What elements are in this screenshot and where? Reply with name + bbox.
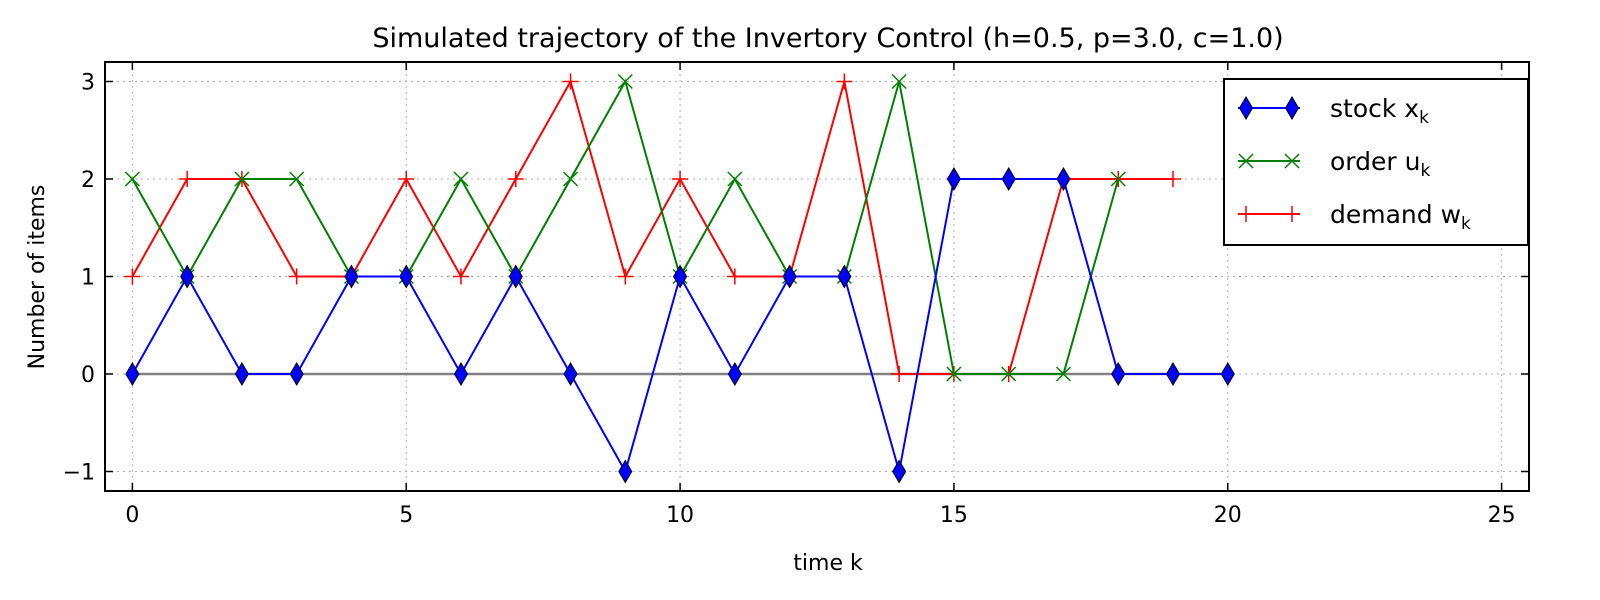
data-point [125,362,140,386]
ticks: 0 5 10 15 20 25 −1 0 1 2 3 [63,62,1529,528]
x-axis-label: time k [793,551,863,576]
data-point [124,268,141,285]
x-tick-label: 5 [399,503,413,528]
data-point [1165,362,1181,386]
legend-marker [1284,206,1300,222]
x-tick-label: 0 [125,503,139,528]
data-point [946,167,962,191]
data-point [836,73,853,90]
legend-marker [1284,96,1300,120]
legend-label-subscript: k [1419,108,1429,128]
y-tick-label: 1 [81,266,95,291]
legend-marker [1238,206,1254,222]
data-point [946,366,962,382]
data-point [507,171,524,187]
data-point [179,171,196,187]
data-point [399,264,414,289]
data-point [1001,167,1016,191]
data-point [344,264,359,289]
chart-title: Simulated trajectory of the Invertory Co… [372,23,1283,54]
data-point [563,362,578,386]
data-point [672,264,688,289]
data-point [288,268,305,285]
series-1 [124,73,1126,382]
data-point [837,264,852,289]
y-tick-label: 2 [81,168,95,193]
data-point [617,73,633,90]
x-tick-label: 25 [1488,503,1516,528]
data-point [562,73,579,90]
data-point [782,264,797,289]
data-point [180,264,195,289]
y-tick-label: 3 [81,71,95,96]
data-point [1056,167,1071,191]
data-point [289,171,305,187]
data-point [289,362,304,386]
data-point [1165,171,1181,187]
data-point [1001,366,1017,382]
legend-label: order uk [1330,147,1430,181]
y-tick-label: −1 [63,461,95,486]
legend-marker [1284,153,1300,169]
data-point [1055,366,1071,382]
data-point [453,362,469,386]
legend-label-subscript: k [1461,214,1471,234]
legend-label-text: demand w [1330,200,1461,229]
data-point [1111,362,1126,386]
x-tick-label: 10 [666,503,694,528]
data-point [563,171,579,187]
x-tick-label: 20 [1214,503,1242,528]
data-point [618,459,633,484]
data-point [727,171,743,187]
data-point [891,366,908,382]
data-point [453,268,469,285]
y-tick-label: 0 [81,363,95,388]
data-point [1110,171,1126,187]
x-tick-label: 15 [940,503,968,528]
legend-label-subscript: k [1420,161,1430,181]
data-point [892,459,907,484]
data-point [1220,362,1235,386]
legend-marker [1238,96,1254,120]
data-point [124,171,140,187]
data-point [727,362,742,386]
data-point [508,264,523,289]
data-point [234,171,250,187]
data-point [234,362,250,386]
data-point [398,171,415,187]
series-0 [125,167,1235,484]
legend-label-text: order u [1330,147,1420,176]
data-point [617,268,634,285]
legend-label: stock xk [1330,94,1429,128]
legend-marker [1238,153,1254,169]
data-point [672,171,689,187]
data-point [453,171,469,187]
series-layer [124,73,1235,484]
legend-label: demand wk [1330,200,1471,234]
data-point [726,268,743,285]
y-axis-label: Number of items [25,185,50,370]
data-point [891,73,907,90]
legend-label-text: stock x [1330,94,1419,123]
